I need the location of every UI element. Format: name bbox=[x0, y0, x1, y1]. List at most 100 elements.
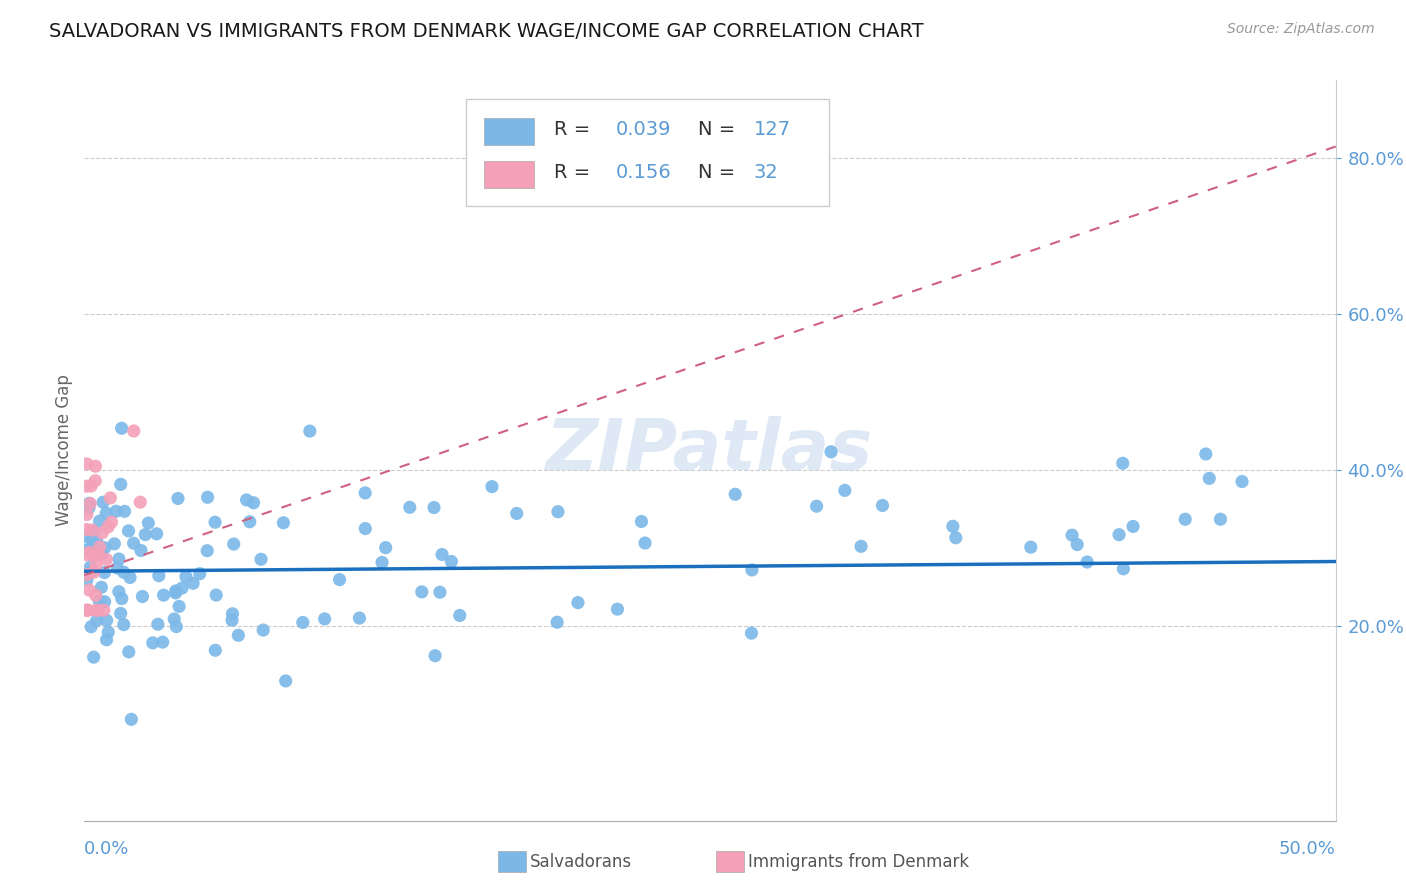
Point bbox=[354, 486, 377, 500]
Point bbox=[204, 643, 226, 657]
Point bbox=[83, 650, 105, 665]
Point bbox=[250, 552, 273, 566]
Point bbox=[820, 445, 842, 459]
Point bbox=[398, 500, 420, 515]
Point bbox=[94, 541, 117, 555]
Point bbox=[430, 548, 453, 562]
Point bbox=[76, 567, 98, 582]
Text: 50.0%: 50.0% bbox=[1279, 840, 1336, 858]
Point bbox=[93, 595, 115, 609]
Point bbox=[849, 539, 872, 553]
Point bbox=[111, 421, 134, 435]
Point bbox=[222, 537, 245, 551]
Point bbox=[242, 496, 264, 510]
Point bbox=[79, 496, 101, 510]
Point bbox=[872, 499, 894, 513]
Point bbox=[167, 491, 190, 506]
Point bbox=[76, 603, 98, 617]
Point bbox=[221, 607, 243, 621]
Point bbox=[1108, 527, 1130, 541]
Point bbox=[122, 536, 145, 550]
Point bbox=[82, 549, 104, 563]
Point bbox=[96, 613, 118, 627]
Point bbox=[105, 504, 128, 518]
Point bbox=[724, 487, 747, 501]
Point bbox=[165, 584, 187, 599]
Point bbox=[80, 542, 103, 557]
Point bbox=[630, 515, 652, 529]
Point bbox=[1198, 471, 1220, 485]
Point bbox=[740, 626, 762, 640]
Point bbox=[84, 474, 107, 488]
Point bbox=[423, 500, 446, 515]
Point bbox=[1230, 475, 1253, 489]
Point bbox=[440, 554, 463, 568]
Point bbox=[77, 496, 100, 510]
Point bbox=[449, 608, 471, 623]
Point bbox=[547, 505, 569, 519]
Point bbox=[98, 491, 121, 505]
Point bbox=[89, 540, 111, 554]
Point bbox=[77, 582, 100, 597]
Point bbox=[114, 504, 136, 518]
Point bbox=[235, 492, 257, 507]
Point bbox=[1195, 447, 1218, 461]
Point bbox=[90, 547, 112, 561]
Point bbox=[100, 515, 122, 529]
Point bbox=[188, 566, 211, 581]
Point bbox=[634, 536, 657, 550]
Point bbox=[76, 548, 98, 562]
Point bbox=[84, 558, 107, 573]
Text: R =: R = bbox=[554, 120, 596, 139]
Point bbox=[77, 500, 100, 515]
Point bbox=[1019, 540, 1042, 554]
Point bbox=[167, 599, 190, 614]
Point bbox=[152, 635, 174, 649]
Point bbox=[120, 712, 142, 726]
Point bbox=[83, 566, 105, 580]
Text: 32: 32 bbox=[754, 163, 779, 182]
Point bbox=[87, 548, 110, 562]
Point bbox=[567, 596, 589, 610]
Point bbox=[142, 636, 165, 650]
Point bbox=[165, 619, 187, 633]
Point bbox=[90, 580, 112, 594]
Point bbox=[506, 507, 529, 521]
Point bbox=[84, 459, 107, 474]
Text: SALVADORAN VS IMMIGRANTS FROM DENMARK WAGE/INCOME GAP CORRELATION CHART: SALVADORAN VS IMMIGRANTS FROM DENMARK WA… bbox=[49, 22, 924, 41]
Point bbox=[172, 581, 194, 595]
Point bbox=[91, 495, 114, 509]
Point bbox=[86, 614, 108, 628]
Point bbox=[111, 591, 134, 606]
Point bbox=[76, 479, 98, 493]
Point bbox=[148, 568, 170, 582]
Point bbox=[93, 566, 115, 580]
Point bbox=[108, 552, 131, 566]
Point bbox=[110, 477, 132, 491]
Point bbox=[606, 602, 628, 616]
Text: R =: R = bbox=[554, 163, 596, 182]
Point bbox=[76, 542, 98, 557]
Point bbox=[1209, 512, 1232, 526]
Text: N =: N = bbox=[697, 163, 741, 182]
Point bbox=[76, 573, 98, 587]
Point bbox=[131, 590, 153, 604]
FancyBboxPatch shape bbox=[465, 99, 830, 206]
Point bbox=[108, 584, 131, 599]
Point bbox=[112, 617, 135, 632]
Point bbox=[89, 514, 111, 528]
Point bbox=[228, 628, 250, 642]
Point bbox=[1122, 519, 1144, 533]
Point bbox=[252, 623, 274, 637]
Point bbox=[122, 424, 145, 438]
Point bbox=[82, 532, 104, 546]
Point bbox=[134, 527, 156, 541]
Text: 127: 127 bbox=[754, 120, 792, 139]
Point bbox=[945, 531, 967, 545]
Point bbox=[481, 480, 503, 494]
Point bbox=[146, 617, 169, 632]
Point bbox=[1174, 512, 1197, 526]
Point bbox=[239, 515, 262, 529]
Point bbox=[117, 524, 139, 538]
Point bbox=[204, 515, 226, 529]
